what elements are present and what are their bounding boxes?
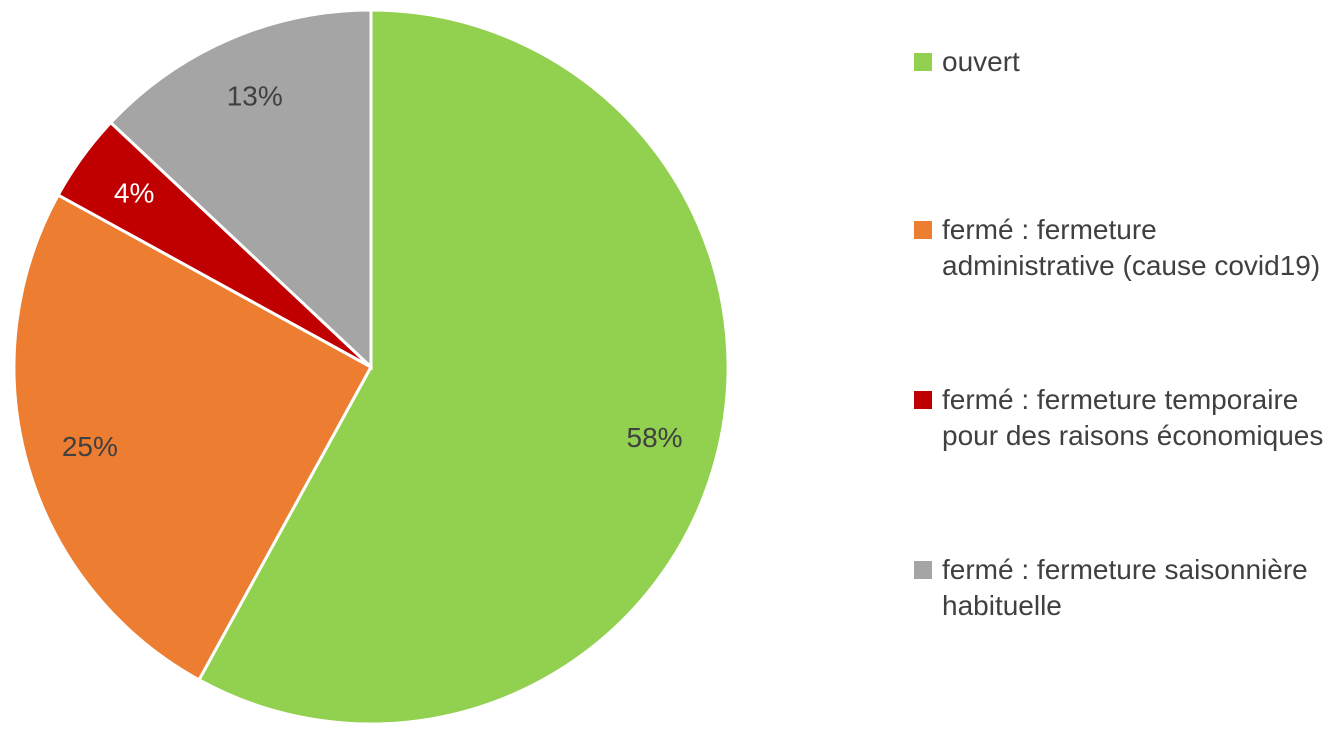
chart: 58% 25% 4% 13% bbox=[12, 8, 730, 726]
data-label: 13% bbox=[227, 81, 283, 112]
data-label: 58% bbox=[627, 422, 683, 453]
legend-label: fermé : fermeture saisonnière habituelle bbox=[942, 554, 1308, 621]
legend-label: ouvert bbox=[942, 46, 1020, 77]
legend-label: fermé : fermeture temporaire pour des ra… bbox=[942, 384, 1324, 451]
legend-label: fermé : fermeture administrative (cause … bbox=[942, 214, 1321, 281]
legend-swatch bbox=[914, 391, 932, 409]
legend-item: fermé : fermeture administrative (cause … bbox=[914, 212, 1334, 284]
legend-item: fermé : fermeture saisonnière habituelle bbox=[914, 552, 1334, 624]
legend-item: ouvert bbox=[914, 44, 1334, 80]
pie-slice bbox=[12, 192, 374, 682]
legend-item: fermé : fermeture temporaire pour des ra… bbox=[914, 382, 1334, 454]
data-label: 4% bbox=[114, 177, 154, 208]
pie-slice bbox=[196, 8, 730, 726]
pie-slice bbox=[108, 8, 373, 371]
legend-swatch bbox=[914, 53, 932, 71]
legend-swatch bbox=[914, 561, 932, 579]
legend-swatch bbox=[914, 221, 932, 239]
data-label: 25% bbox=[62, 431, 118, 462]
